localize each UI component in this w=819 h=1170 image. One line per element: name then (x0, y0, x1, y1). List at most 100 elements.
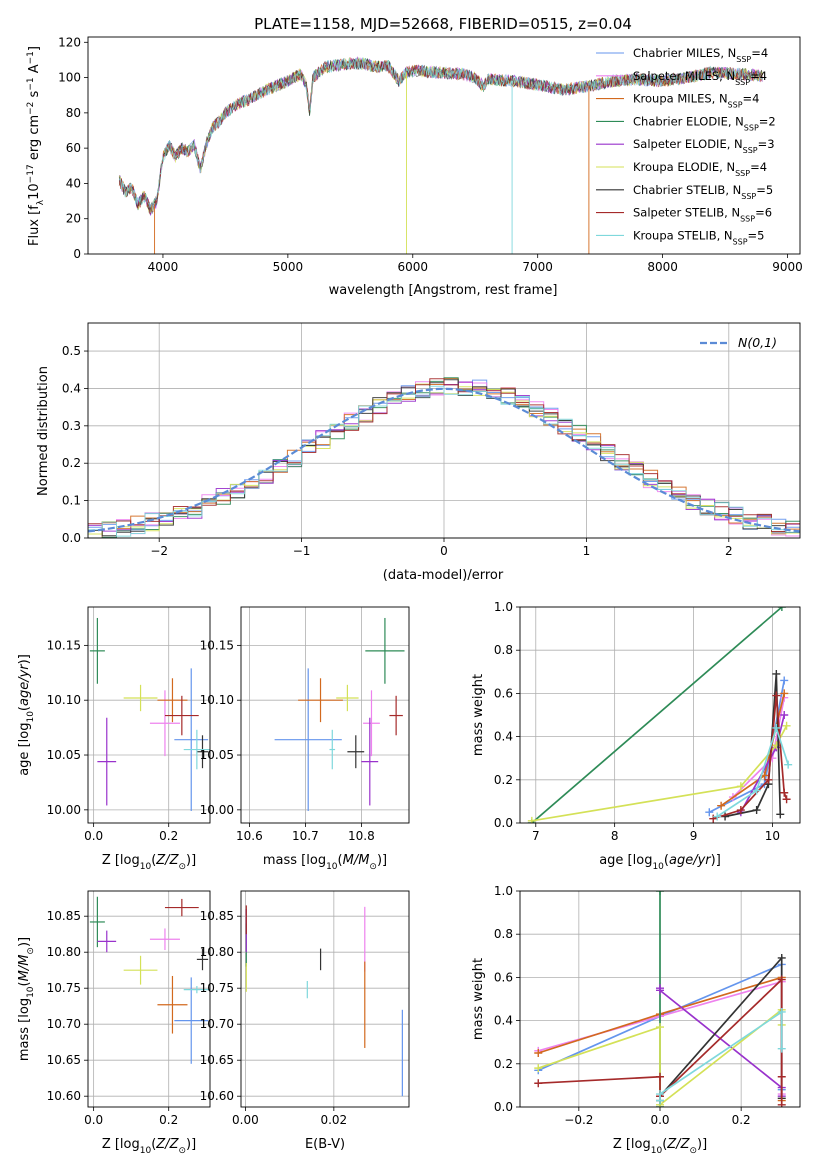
residual-histogram-8 (88, 385, 800, 538)
mass-weight-vs-metallicity-marker (656, 1090, 664, 1099)
mass-vs-metallicity-point-4 (97, 930, 117, 953)
mass-weight-vs-age-ylabel: mass weight (471, 674, 486, 756)
mass-weight-vs-age-marker (736, 806, 745, 815)
spectrum-xlabel: wavelength [Angstrom, rest frame] (329, 283, 558, 298)
residuals-ytick-label: 0.5 (62, 344, 81, 358)
residuals-ytick-label: 0.4 (62, 381, 81, 395)
residuals-ytick-label: 0.3 (62, 419, 81, 433)
residuals-ytick-label: 0.1 (62, 494, 81, 508)
mass-weight-vs-age-line-0 (708, 680, 786, 813)
mass-weight-vs-age-marker (776, 810, 785, 819)
mass-weight-vs-age-xtick-label: 10 (765, 829, 780, 843)
age-vs-mass-point-8 (329, 729, 336, 770)
legend-label-7: Salpeter STELIB, NSSP=6 (633, 206, 772, 224)
spectrum-line-8 (118, 57, 763, 211)
mass-vs-extinction-frame (240, 890, 410, 1108)
age-vs-metallicity-xtick-label: 0.0 (84, 829, 103, 843)
residuals-ylabel: Normed distribution (36, 366, 51, 496)
residuals-ytick-label: 0.0 (62, 531, 81, 545)
mass-weight-vs-age-line-3 (531, 607, 783, 823)
mass-weight-vs-age-marker (780, 676, 789, 685)
spectrum-legend: Chabrier MILES, NSSP=4 Salpeter MILES, NS… (596, 46, 776, 246)
mass-vs-metallicity-ytick-label: 10.80 (47, 945, 81, 959)
mass-weight-vs-metallicity-marker (777, 953, 786, 962)
age-vs-metallicity-point-1 (149, 690, 180, 757)
spectrum-ytick-label: 120 (58, 35, 81, 49)
mass-vs-extinction-ytick-label: 10.65 (200, 1053, 234, 1067)
spectrum-xtick-label: 9000 (772, 260, 803, 274)
spectrum-xtick-label: 8000 (647, 260, 678, 274)
mass-weight-vs-age-ytick-label: 0.6 (494, 686, 513, 700)
age-vs-mass-point-0 (274, 668, 342, 811)
legend-label-1: Salpeter MILES, NSSP=4 (633, 69, 767, 87)
mass-vs-metallicity-ytick-label: 10.75 (47, 981, 81, 995)
mass-weight-vs-age-marker (713, 812, 722, 821)
mass-weight-vs-age-ytick-label: 1.0 (494, 600, 513, 614)
age-vs-metallicity-panel: 0.0 0.2 10.00 10.05 10.10 10.15 Z [log10(Z/Z⊙)… (17, 606, 211, 872)
mass-weight-vs-metallicity-xtick-label: 0.2 (732, 1113, 751, 1127)
residuals-plot-area (88, 377, 800, 538)
spectrum-xtick-label: 6000 (397, 260, 428, 274)
mass-weight-vs-metallicity-panel: −0.2 0.0 0.2 0.0 0.2 0.4 0.6 0.8 1.0 Z [log10(Z/Z… (471, 884, 801, 1156)
spectrum-xtick-label: 5000 (273, 260, 304, 274)
spectrum-frame (87, 36, 801, 255)
mass-weight-vs-metallicity-marker (656, 891, 664, 895)
mass-weight-vs-age-marker (717, 801, 726, 810)
age-vs-mass-point-3 (365, 617, 405, 684)
age-vs-mass-xtick-label: 10.6 (236, 829, 263, 843)
mass-weight-vs-age-xtick-label: 7 (532, 829, 540, 843)
mass-vs-extinction-ytick-label: 10.80 (200, 945, 234, 959)
mass-weight-vs-age-xtick-label: 8 (611, 829, 619, 843)
age-vs-mass-ytick-label: 10.10 (200, 693, 234, 707)
legend-label-0: Chabrier MILES, NSSP=4 (633, 46, 768, 64)
spectrum-panel: 4000 5000 6000 7000 8000 9000 0 20 40 60 80 100 120 w… (26, 35, 803, 298)
residuals-xtick-label: −2 (150, 544, 168, 558)
spectrum-ytick-label: 20 (66, 212, 81, 226)
age-vs-metallicity-plot-area (89, 617, 210, 811)
mass-vs-metallicity-xtick-label: 0.0 (84, 1113, 103, 1127)
age-vs-metallicity-ytick-label: 10.00 (47, 803, 81, 817)
mass-weight-vs-age-marker (705, 808, 714, 817)
mass-vs-metallicity-point-0 (174, 977, 209, 1064)
spectrum-ytick-label: 100 (58, 71, 81, 85)
mass-weight-vs-metallicity-marker (534, 1049, 543, 1057)
mass-weight-vs-age-plot-area (527, 607, 793, 823)
age-vs-mass-point-4 (361, 717, 379, 806)
mass-weight-vs-metallicity-frame (519, 890, 801, 1108)
mass-weight-vs-age-marker (780, 711, 789, 719)
mass-weight-vs-age-ytick-label: 0.4 (494, 730, 513, 744)
mass-vs-metallicity-point-2 (157, 975, 188, 1034)
age-vs-metallicity-ytick-label: 10.15 (47, 638, 81, 652)
mass-weight-vs-metallicity-line-7 (538, 977, 783, 1105)
mass-weight-vs-age-frame (519, 606, 801, 824)
mass-weight-vs-age-xtick-label: 9 (690, 829, 698, 843)
mass-weight-vs-metallicity-ytick-label: 0.8 (494, 927, 513, 941)
mass-vs-extinction-xtick-label: 0.00 (232, 1113, 259, 1127)
age-vs-mass-plot-area (274, 617, 405, 811)
figure-title: PLATE=1158, MJD=52668, FIBERID=0515, z=0… (254, 15, 632, 33)
mass-vs-metallicity-point-5 (123, 955, 158, 985)
mass-weight-vs-metallicity-plot-area (534, 891, 786, 1107)
age-vs-metallicity-ytick-label: 10.05 (47, 748, 81, 762)
legend-gaussian-label: N(0,1) (738, 335, 777, 350)
spectrum-ytick-label: 60 (66, 141, 81, 155)
age-vs-mass-point-6 (347, 735, 365, 769)
age-vs-mass-point-5 (336, 684, 359, 712)
mass-weight-vs-age-series-8 (713, 723, 793, 821)
mass-weight-vs-metallicity-marker (656, 1023, 664, 1032)
spectrum-plot-area (118, 56, 763, 254)
mass-weight-vs-age-marker (752, 786, 761, 795)
age-vs-mass-point-2 (298, 678, 343, 723)
age-vs-mass-ytick-label: 10.00 (200, 803, 234, 817)
gaussian-reference-line (88, 387, 800, 533)
mass-weight-vs-metallicity-line-4 (659, 988, 783, 1097)
mass-weight-vs-age-marker (527, 816, 536, 823)
residuals-xtick-label: 0 (440, 544, 448, 558)
mass-vs-metallicity-xlabel: Z [log10(Z/Z⊙)] (102, 1137, 196, 1156)
mass-weight-vs-age-marker (782, 795, 791, 804)
mass-weight-vs-age-marker (780, 689, 789, 698)
residuals-xlabel: (data-model)/error (383, 568, 504, 583)
mass-weight-vs-age-ytick-label: 0.8 (494, 643, 513, 657)
mass-weight-vs-age-marker (780, 788, 789, 797)
